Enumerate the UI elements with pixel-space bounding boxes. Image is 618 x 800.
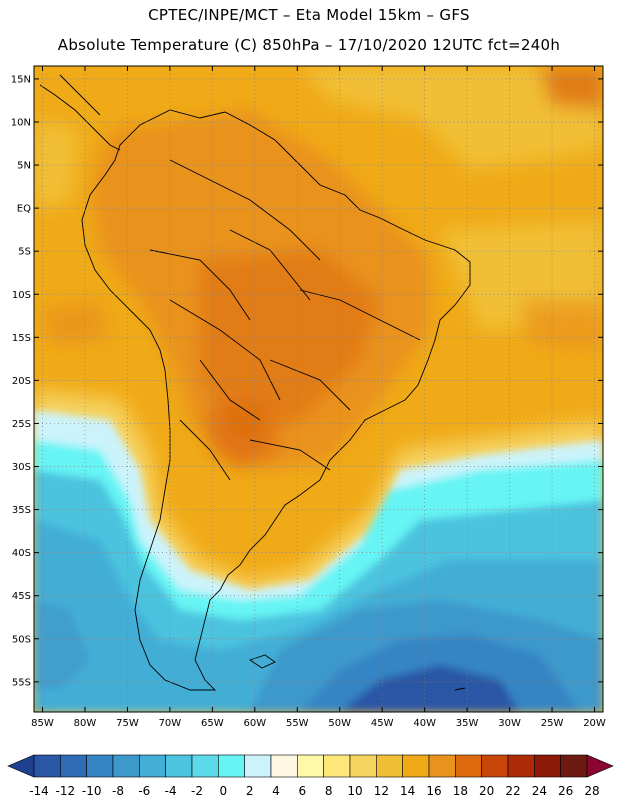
colorbar-swatch [560, 754, 588, 778]
colorbar-swatch [60, 754, 87, 778]
colorbar-level-label: 2 [246, 784, 254, 798]
colorbar-swatch [323, 754, 351, 778]
colorbar-swatch [376, 754, 403, 778]
colorbar-level-label: 26 [558, 784, 573, 798]
colorbar [7, 754, 614, 778]
lon-tick-label: 65W [201, 718, 224, 729]
lon-tick-label: 85W [31, 718, 54, 729]
malvinas-islands [248, 654, 276, 669]
colorbar-level-label: -12 [56, 784, 76, 798]
colorbar-level-label: 0 [220, 784, 228, 798]
chart-title-line-1: CPTEC/INPE/MCT – Eta Model 15km – GFS [148, 6, 470, 24]
lat-tick-label: 55S [12, 677, 31, 688]
lon-tick-label: 20W [583, 718, 606, 729]
axis-ticks [34, 66, 603, 712]
south-georgia-island [454, 687, 466, 691]
colorbar-level-label: 8 [325, 784, 333, 798]
colorbar-level-label: 12 [374, 784, 389, 798]
lon-tick-label: 70W [159, 718, 182, 729]
lon-tick-label: 45W [371, 718, 394, 729]
lat-lon-grid [34, 66, 603, 712]
colorbar-swatch [402, 754, 430, 778]
colorbar-swatch [244, 754, 272, 778]
longitude-axis: 85W 80W 75W 70W 65W 60W 55W 50W 45W 40W 35W 30W 25W 2… [31, 718, 606, 729]
colorbar-level-label: 22 [505, 784, 520, 798]
colorbar-level-label: -6 [138, 784, 150, 798]
colorbar-level-label: -8 [112, 784, 124, 798]
lon-tick-label: 50W [328, 718, 351, 729]
lat-tick-label: 25S [12, 419, 31, 430]
colorbar-level-label: 4 [272, 784, 280, 798]
lon-tick-label: 35W [456, 718, 479, 729]
colorbar-level-label: 10 [347, 784, 362, 798]
lat-tick-label: 20S [12, 376, 31, 387]
colorbar-level-label: -14 [29, 784, 49, 798]
colorbar-level-label: 20 [479, 784, 494, 798]
colorbar-swatch [349, 754, 377, 778]
colorbar-swatch [86, 754, 114, 778]
chart-title-line-2: Absolute Temperature (C) 850hPa – 17/10/… [57, 36, 561, 54]
country-borders [149, 159, 421, 481]
lat-tick-label: 40S [12, 548, 31, 559]
lat-tick-label: 10N [11, 117, 31, 128]
colorbar-min-arrow [7, 754, 35, 778]
lat-tick-label: 15N [11, 74, 31, 85]
lat-tick-label: 5S [18, 247, 31, 258]
lon-tick-label: 30W [498, 718, 521, 729]
colorbar-swatch [534, 754, 561, 778]
lat-tick-label: 35S [12, 505, 31, 516]
colorbar-labels: -14 -12 -10 -8 -6 -4 -2 0 2 4 6 8 10 12 14 16 18 20 22 24 26… [29, 784, 599, 798]
lon-tick-label: 55W [286, 718, 309, 729]
lon-tick-label: 75W [116, 718, 139, 729]
coastline-outline [39, 74, 471, 691]
lon-tick-label: 80W [74, 718, 97, 729]
colorbar-swatch [33, 754, 61, 778]
latitude-axis: 15N 10N 5N EQ 5S 10S 15S 20S 25S 30S 35S 40S 45S 50S 5… [11, 74, 31, 688]
lon-tick-label: 40W [413, 718, 436, 729]
colorbar-level-label: 18 [453, 784, 468, 798]
colorbar-level-label: 28 [584, 784, 599, 798]
central-america-coast [39, 74, 121, 151]
colorbar-level-label: -2 [191, 784, 203, 798]
colorbar-swatch [191, 754, 219, 778]
colorbar-swatch [165, 754, 193, 778]
colorbar-swatch [481, 754, 509, 778]
colorbar-swatch [218, 754, 245, 778]
colorbar-swatch [507, 754, 535, 778]
temperature-field [34, 66, 603, 712]
lat-tick-label: 30S [12, 462, 31, 473]
lat-tick-label: 15S [12, 333, 31, 344]
colorbar-level-label: -10 [82, 784, 102, 798]
colorbar-swatch [297, 754, 324, 778]
colorbar-swatch [270, 754, 298, 778]
colorbar-swatch [428, 754, 456, 778]
colorbar-level-label: 24 [532, 784, 547, 798]
colorbar-swatch [139, 754, 166, 778]
lat-tick-label: 10S [12, 290, 31, 301]
lat-tick-label: 5N [17, 161, 31, 172]
lat-tick-label: 50S [12, 634, 31, 645]
lat-tick-label: 45S [12, 591, 31, 602]
colorbar-swatch [455, 754, 482, 778]
lon-tick-label: 60W [243, 718, 266, 729]
colorbar-level-label: 14 [400, 784, 415, 798]
south-america-coast [81, 109, 471, 691]
colorbar-level-label: -4 [165, 784, 177, 798]
colorbar-swatch [112, 754, 140, 778]
lat-tick-label: EQ [17, 204, 31, 215]
colorbar-level-label: 16 [426, 784, 441, 798]
colorbar-max-arrow [586, 754, 614, 778]
lon-tick-label: 25W [541, 718, 564, 729]
map-frame [33, 65, 604, 713]
colorbar-level-label: 6 [299, 784, 307, 798]
